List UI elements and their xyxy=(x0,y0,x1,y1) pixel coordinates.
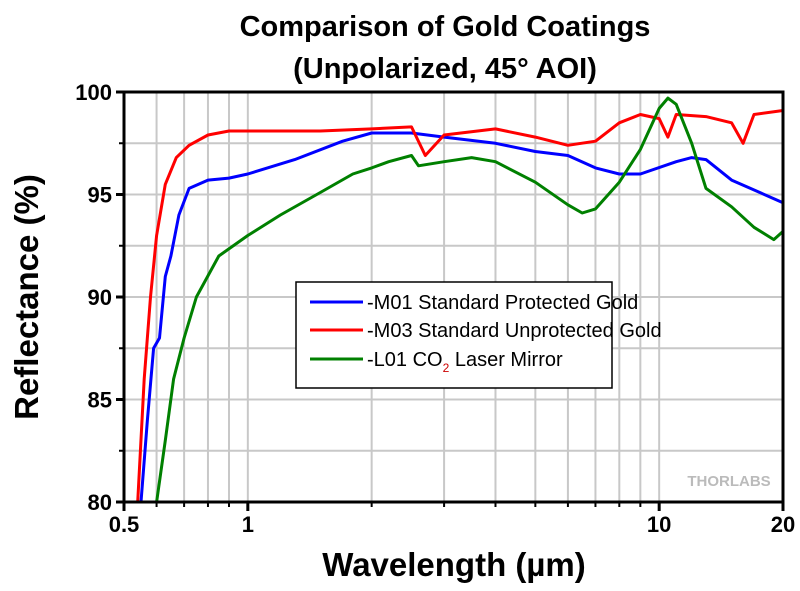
x-tick-label: 0.5 xyxy=(109,512,140,537)
legend-box xyxy=(295,281,613,389)
x-tick-label: 20 xyxy=(771,512,795,537)
y-tick-label: 85 xyxy=(88,388,112,413)
series-line-2 xyxy=(155,96,784,503)
series-lines xyxy=(136,96,784,503)
y-tick-label: 80 xyxy=(88,490,112,515)
chart-title-line1: Comparison of Gold Coatings xyxy=(240,11,651,43)
legend-label-m01: -M01 Standard Protected Gold xyxy=(367,292,638,314)
y-tick-label: 100 xyxy=(75,80,112,105)
thorlabs-watermark: THORLABS xyxy=(687,473,770,490)
x-tick-label: 1 xyxy=(242,512,254,537)
y-tick-label: 95 xyxy=(88,183,112,208)
legend: -M01 Standard Protected Gold -M03 Standa… xyxy=(295,281,662,389)
axis-ticks: 80 85 90 95 100 0.5 1 10 20 xyxy=(75,80,795,537)
legend-label-m03: -M03 Standard Unprotected Gold xyxy=(367,320,662,342)
x-axis-label: Wavelength (µm) xyxy=(322,546,585,583)
y-tick-label: 90 xyxy=(88,285,112,310)
legend-label-l01: -L01 CO2 Laser Mirror xyxy=(367,349,563,375)
chart-title-line2: (Unpolarized, 45° AOI) xyxy=(293,53,597,85)
x-tick-label: 10 xyxy=(647,512,671,537)
y-axis-label: Reflectance (%) xyxy=(8,174,45,420)
series-line-0 xyxy=(139,131,784,503)
series-line-1 xyxy=(136,109,784,503)
